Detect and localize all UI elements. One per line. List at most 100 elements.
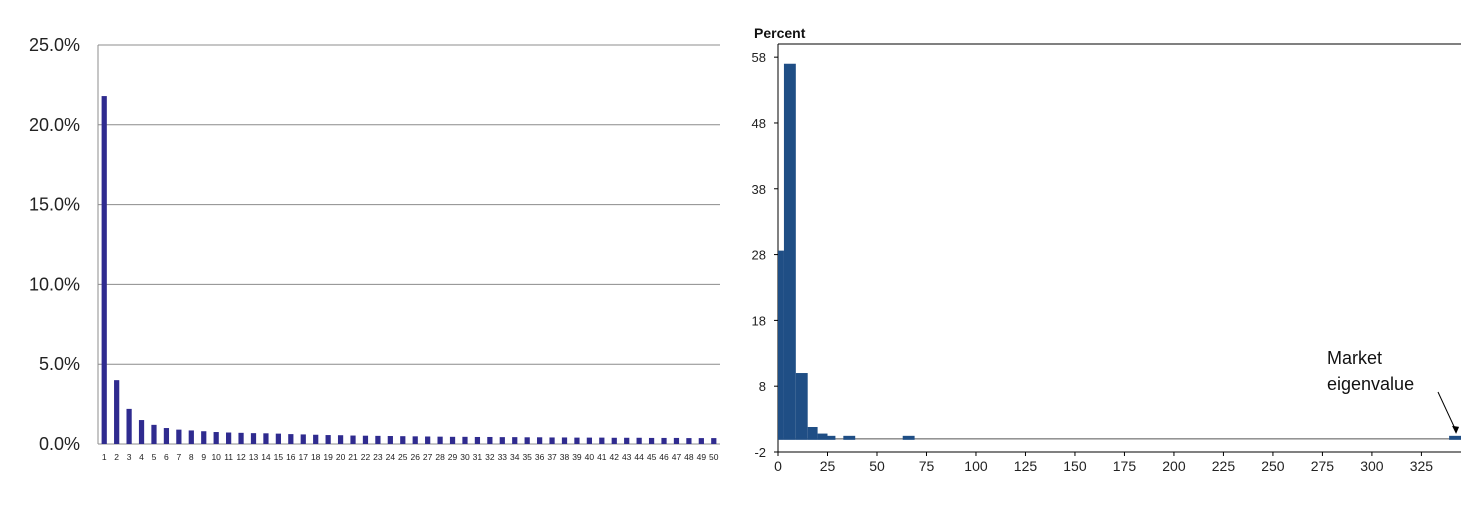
left-x-tick-label: 7 xyxy=(176,452,181,462)
left-x-tick-label: 34 xyxy=(510,452,520,462)
left-x-tick-label: 16 xyxy=(286,452,296,462)
right-histogram-bar xyxy=(795,373,808,440)
left-y-tick-label: 25.0% xyxy=(29,35,80,55)
left-x-tick-label: 17 xyxy=(299,452,309,462)
right-histogram-bar xyxy=(778,250,784,440)
left-bar xyxy=(201,431,207,444)
left-y-tick-label: 5.0% xyxy=(39,354,80,374)
right-y-tick-label: 58 xyxy=(752,50,766,65)
left-x-tick-label: 47 xyxy=(672,452,682,462)
left-bar xyxy=(362,435,369,444)
left-bar xyxy=(300,434,306,444)
annotation-arrow-head xyxy=(1452,425,1460,434)
left-y-tick-label: 20.0% xyxy=(29,115,80,135)
left-bar xyxy=(661,437,667,444)
left-x-tick-label: 21 xyxy=(348,452,358,462)
left-x-tick-label: 43 xyxy=(622,452,632,462)
right-x-tick-label: 100 xyxy=(964,458,988,474)
left-x-tick-label: 31 xyxy=(473,452,483,462)
left-bar xyxy=(114,380,120,444)
left-x-tick-label: 10 xyxy=(211,452,221,462)
left-bar xyxy=(636,437,642,444)
left-x-tick-label: 5 xyxy=(152,452,157,462)
left-x-tick-label: 40 xyxy=(585,452,595,462)
left-x-tick-label: 1 xyxy=(102,452,107,462)
right-x-tick-label: 250 xyxy=(1261,458,1285,474)
left-x-tick-label: 2 xyxy=(114,452,119,462)
right-histogram-bar xyxy=(843,435,856,440)
left-bar xyxy=(238,432,244,444)
left-x-tick-label: 11 xyxy=(224,452,233,462)
right-y-tick-label: -2 xyxy=(754,445,766,460)
right-y-tick-label: 28 xyxy=(752,248,766,263)
left-bar xyxy=(375,435,381,444)
left-bar xyxy=(337,435,344,444)
left-x-tick-label: 44 xyxy=(634,452,644,462)
right-histogram-bar xyxy=(817,433,828,440)
left-bar xyxy=(449,436,456,444)
left-x-tick-label: 4 xyxy=(139,452,144,462)
right-x-tick-label: 0 xyxy=(774,458,782,474)
left-x-tick-label: 27 xyxy=(423,452,433,462)
left-x-tick-label: 18 xyxy=(311,452,321,462)
left-bar xyxy=(263,433,269,444)
left-x-tick-label: 37 xyxy=(547,452,557,462)
left-bar xyxy=(350,435,356,444)
left-bar xyxy=(163,428,170,444)
left-bar xyxy=(425,436,431,444)
left-bar xyxy=(586,437,592,444)
left-x-tick-label: 28 xyxy=(435,452,445,462)
left-x-tick-label: 8 xyxy=(189,452,194,462)
left-bar xyxy=(387,436,393,444)
left-x-tick-label: 35 xyxy=(522,452,532,462)
left-bar xyxy=(474,436,481,444)
left-y-tick-label: 15.0% xyxy=(29,195,80,215)
annotation-label-line2: eigenvalue xyxy=(1327,374,1414,394)
left-x-tick-label: 41 xyxy=(597,452,607,462)
right-histogram-chart: Percent -2 8 18 28 38 48 58 0 25 50 75 100 125 150 175 2… xyxy=(752,25,1461,474)
left-y-tick-label: 10.0% xyxy=(29,274,80,294)
left-x-tick-label: 3 xyxy=(127,452,132,462)
left-bar xyxy=(176,429,182,444)
left-x-tick-label: 26 xyxy=(410,452,420,462)
left-bar-chart: 0.0%5.0%10.0%15.0%20.0%25.0%1 2 3 4 5 6 7 8 9 10 1… xyxy=(29,35,720,462)
left-bar xyxy=(213,432,219,444)
left-x-tick-label: 20 xyxy=(336,452,346,462)
left-x-tick-label: 23 xyxy=(373,452,383,462)
right-y-tick-label: 8 xyxy=(759,379,766,394)
left-y-tick-label: 0.0% xyxy=(39,434,80,454)
left-x-tick-label: 15 xyxy=(274,452,284,462)
left-bar xyxy=(549,437,555,444)
left-x-tick-label: 45 xyxy=(647,452,657,462)
left-x-tick-label: 50 xyxy=(709,452,719,462)
right-x-tick-label: 25 xyxy=(820,458,836,474)
left-x-tick-label: 19 xyxy=(323,452,333,462)
left-bar xyxy=(275,433,281,444)
left-bar xyxy=(512,437,518,444)
left-x-tick-label: 48 xyxy=(684,452,694,462)
left-x-tick-label: 29 xyxy=(448,452,458,462)
left-x-tick-label: 25 xyxy=(398,452,408,462)
left-x-tick-label: 36 xyxy=(535,452,545,462)
left-bar xyxy=(698,438,704,444)
right-histogram-bar xyxy=(902,435,915,440)
left-bar xyxy=(711,438,717,444)
left-x-tick-label: 30 xyxy=(460,452,470,462)
left-bar xyxy=(611,437,617,444)
right-x-tick-label: 150 xyxy=(1063,458,1087,474)
right-y-tick-label: 38 xyxy=(752,182,766,197)
right-histogram-bar xyxy=(1449,435,1461,440)
left-x-tick-label: 49 xyxy=(697,452,707,462)
left-bar xyxy=(151,424,157,444)
right-chart-title: Percent xyxy=(754,25,806,41)
left-bar xyxy=(574,437,580,444)
annotation-label-line1: Market xyxy=(1327,348,1382,368)
right-histogram-bar xyxy=(807,426,818,440)
left-bar xyxy=(325,435,331,444)
left-bar xyxy=(487,436,493,444)
right-x-tick-label: 50 xyxy=(869,458,885,474)
right-x-tick-label: 125 xyxy=(1014,458,1038,474)
annotation-arrow-line xyxy=(1437,391,1457,432)
left-x-tick-label: 33 xyxy=(498,452,508,462)
